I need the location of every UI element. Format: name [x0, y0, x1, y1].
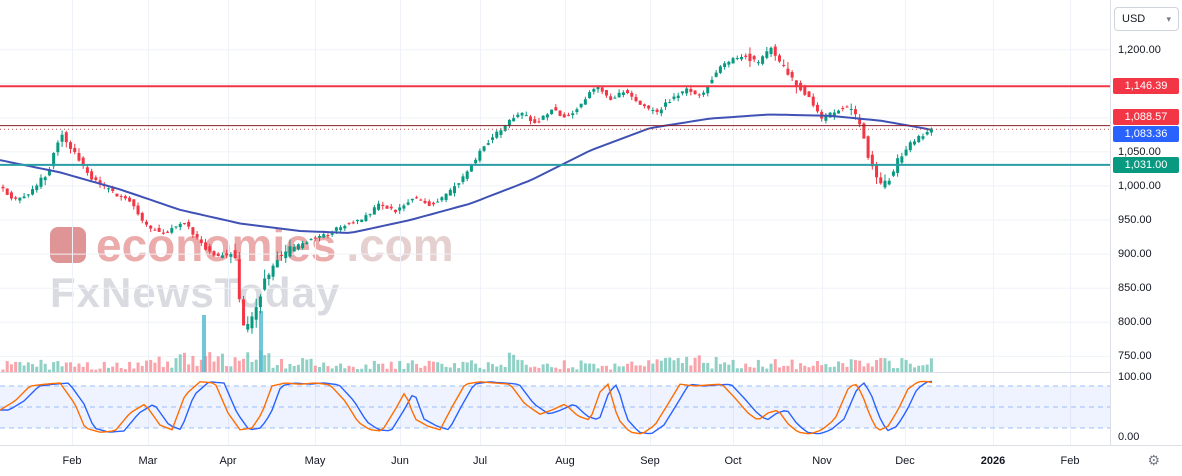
y-axis-label: 900.00: [1118, 248, 1152, 261]
price-badge: 1,083.36: [1113, 126, 1179, 143]
x-axis-label: Nov: [812, 455, 832, 467]
watermark-tagline: FxNewsToday: [50, 269, 341, 316]
price-axis[interactable]: USD ▾ 1,200.00 1,050.00 1,000.00 950.00 900.…: [1110, 0, 1182, 445]
y-axis-label: 100.00: [1118, 371, 1152, 383]
y-axis-label: 800.00: [1118, 316, 1152, 329]
x-axis-label: May: [304, 455, 326, 467]
level-lines: [0, 85, 1110, 166]
x-axis-label: Mar: [138, 455, 158, 467]
x-axis-label: Sep: [640, 455, 660, 467]
x-axis-label: Jul: [472, 455, 488, 467]
x-axis-label: Dec: [895, 455, 915, 467]
ma-line: [0, 113, 931, 234]
y-axis-label: 1,050.00: [1118, 145, 1161, 158]
candles: [1, 44, 933, 334]
x-axis-label: 2026: [980, 455, 1006, 467]
x-axis-label: Feb: [1060, 455, 1080, 467]
time-axis[interactable]: ⚙ Feb Mar Apr May Jun Jul Aug Sep Oct Nov Dec 2026 F…: [0, 445, 1182, 476]
currency-selector[interactable]: USD ▾: [1114, 7, 1179, 31]
y-axis-label: 0.00: [1118, 431, 1140, 443]
grid: [0, 0, 1110, 445]
y-axis-label: 1,200.00: [1118, 43, 1161, 56]
x-axis-label: Apr: [219, 455, 237, 467]
y-axis-label: 850.00: [1118, 282, 1152, 295]
currency-label: USD: [1122, 13, 1146, 25]
x-axis-label: Oct: [724, 455, 742, 467]
x-axis-label: Jun: [391, 455, 409, 467]
price-badge: 1,088.57: [1113, 108, 1179, 125]
price-badge: 1,146.39: [1113, 78, 1179, 95]
chart-canvas[interactable]: [0, 0, 1110, 445]
y-axis-label: 750.00: [1118, 350, 1152, 363]
y-axis-label: 950.00: [1118, 214, 1152, 227]
x-axis-label: Aug: [555, 455, 575, 467]
settings-icon[interactable]: ⚙: [1147, 452, 1160, 468]
oscillator-lines: [0, 380, 933, 435]
x-axis-label: Feb: [62, 455, 82, 467]
price-badge: 1,031.00: [1113, 156, 1179, 173]
y-axis-label: 1,000.00: [1118, 180, 1161, 192]
volume-bars: [1, 311, 933, 373]
watermark-logo: [50, 227, 86, 263]
chevron-down-icon: ▾: [1166, 13, 1171, 24]
